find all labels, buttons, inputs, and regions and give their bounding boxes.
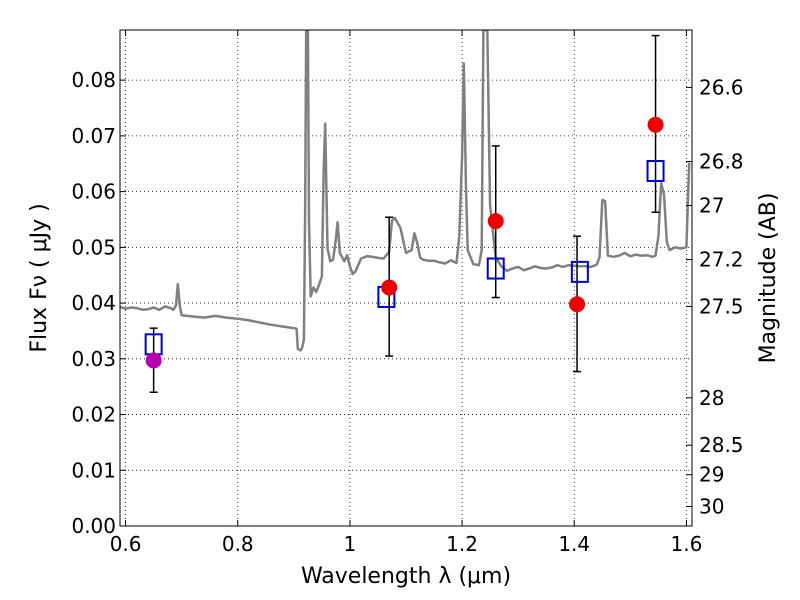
x-tick-label: 1.6 xyxy=(670,532,702,556)
y-tick-label: 0.04 xyxy=(71,291,116,315)
spectrum-line-group xyxy=(120,30,691,352)
x-tick-label: 0.6 xyxy=(110,532,142,556)
square-point xyxy=(486,257,505,280)
circle-point xyxy=(569,296,586,313)
y-tick-label: 0.07 xyxy=(71,124,116,148)
circle-point xyxy=(145,352,162,369)
y2-tick-label: 28.5 xyxy=(699,433,744,457)
plot-frame xyxy=(119,29,693,527)
y-tick-label: 0.06 xyxy=(71,180,116,204)
y-axis: 0.00 0.01 0.02 0.03 0.04 0.05 0.06 0.07 0.08 xyxy=(71,68,126,538)
y-tick-label: 0.05 xyxy=(71,235,116,259)
y2-tick-label: 28 xyxy=(699,386,724,410)
y-tick-label: 0.03 xyxy=(71,347,116,371)
y2-tick-label: 27 xyxy=(699,194,724,218)
y2-tick-label: 27.2 xyxy=(699,248,744,272)
y2-tick-label: 30 xyxy=(699,494,724,518)
spectrum-line xyxy=(120,30,691,352)
y2-tick-label: 26.6 xyxy=(699,75,744,99)
y-tick-label: 0.08 xyxy=(71,68,116,92)
x-tick-label: 1.2 xyxy=(446,532,478,556)
y-tick-label: 0.01 xyxy=(71,458,116,482)
y-tick-label: 0.02 xyxy=(71,403,116,427)
square-markers xyxy=(144,159,665,356)
x-axis-label: Wavelength λ (μm) xyxy=(301,564,511,589)
y2-tick-label: 26.8 xyxy=(699,150,744,174)
y2-tick-label: 27.5 xyxy=(699,294,744,318)
circle-point xyxy=(647,116,664,133)
y2-axis: 26.6 26.8 27 27.2 27.5 28 28.5 29 30 xyxy=(686,75,744,518)
y2-axis-label: Magnitude (AB) xyxy=(756,193,781,364)
grid xyxy=(120,30,692,527)
circle-markers xyxy=(145,116,664,369)
y-tick-label: 0.00 xyxy=(71,514,116,538)
square-point xyxy=(646,159,665,182)
error-bars xyxy=(149,34,660,393)
square-point xyxy=(570,260,589,283)
x-tick-label: 1 xyxy=(344,532,357,556)
x-tick-label: 0.8 xyxy=(222,532,254,556)
circle-point xyxy=(381,279,398,296)
x-tick-label: 1.4 xyxy=(558,532,590,556)
y2-tick-label: 29 xyxy=(699,463,724,487)
y-axis-label: Flux Fν ( μJy ) xyxy=(27,203,52,352)
circle-point xyxy=(487,213,504,230)
x-axis: 0.6 0.8 1 1.2 1.4 1.6 xyxy=(110,30,702,556)
